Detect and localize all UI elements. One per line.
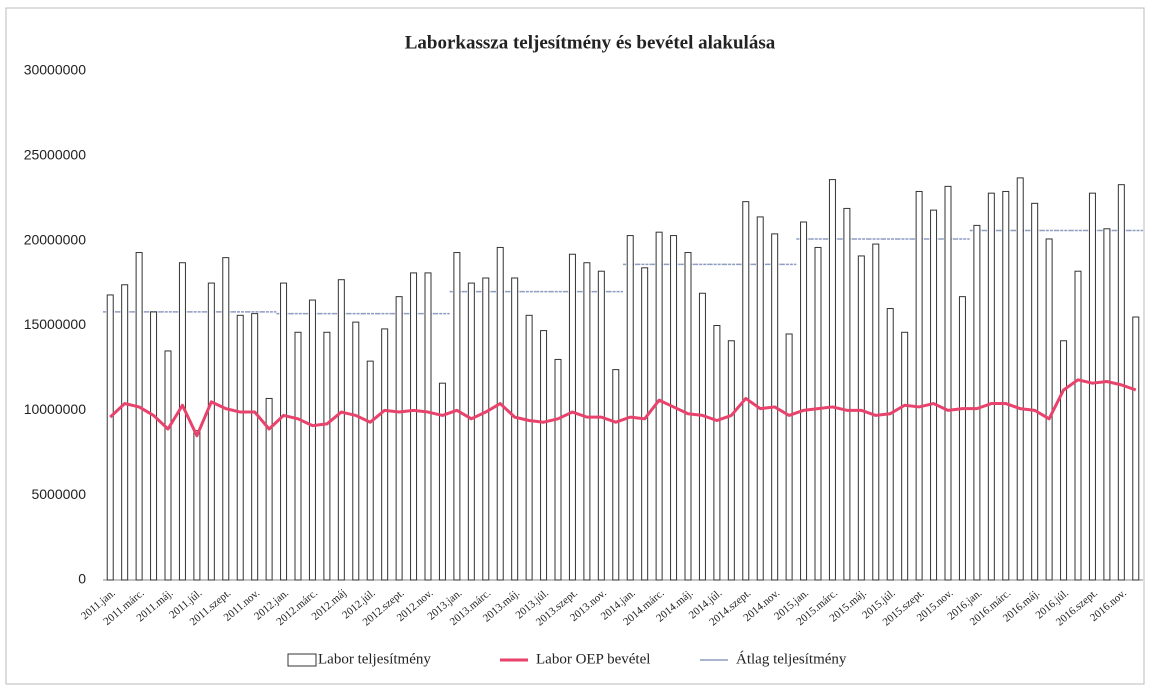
y-tick-label: 15000000 bbox=[24, 316, 87, 332]
line bbox=[109, 378, 1137, 438]
y-tick-label: 5000000 bbox=[31, 486, 86, 502]
bar bbox=[525, 314, 533, 581]
bar bbox=[857, 255, 865, 581]
bar bbox=[352, 321, 360, 581]
y-tick-label: 20000000 bbox=[24, 231, 87, 247]
bar bbox=[1117, 184, 1125, 581]
bar bbox=[1074, 270, 1082, 581]
bar bbox=[973, 224, 981, 581]
bar bbox=[222, 257, 230, 581]
bar bbox=[1002, 190, 1010, 581]
bar bbox=[814, 246, 822, 581]
chart-title: Laborkassza teljesítmény és bevétel alak… bbox=[405, 32, 776, 53]
bar bbox=[467, 282, 475, 581]
bar bbox=[294, 331, 302, 581]
bar bbox=[1088, 192, 1096, 581]
bar bbox=[308, 299, 316, 581]
chart-border bbox=[5, 7, 1145, 685]
bar bbox=[193, 430, 201, 581]
bar bbox=[1060, 340, 1068, 581]
bar bbox=[207, 282, 215, 581]
legend-label: Labor OEP bevétel bbox=[536, 651, 650, 667]
bar bbox=[265, 397, 273, 581]
legend-label: Átlag teljesítmény bbox=[736, 650, 847, 667]
bar bbox=[323, 331, 331, 581]
bar bbox=[583, 262, 591, 581]
bar bbox=[886, 308, 894, 581]
bar bbox=[727, 340, 735, 581]
bar bbox=[540, 330, 548, 581]
bar bbox=[554, 358, 562, 581]
bar bbox=[337, 279, 345, 581]
bar bbox=[684, 252, 692, 581]
legend-swatch bbox=[287, 653, 317, 667]
bar bbox=[944, 185, 952, 581]
bar bbox=[1132, 316, 1140, 581]
bar bbox=[1016, 177, 1024, 581]
bar bbox=[236, 314, 244, 581]
bar bbox=[612, 369, 620, 581]
bar bbox=[438, 382, 446, 581]
bar bbox=[1103, 228, 1111, 581]
bar bbox=[756, 216, 764, 581]
bar bbox=[915, 190, 923, 581]
bar bbox=[135, 252, 143, 581]
bar bbox=[901, 331, 909, 581]
bar bbox=[251, 313, 259, 581]
bar bbox=[713, 325, 721, 581]
bar bbox=[1045, 238, 1053, 581]
y-tick-label: 10000000 bbox=[24, 401, 87, 417]
bar bbox=[641, 267, 649, 581]
y-tick-label: 25000000 bbox=[24, 147, 87, 163]
bar bbox=[597, 270, 605, 581]
bar bbox=[742, 201, 750, 581]
bar bbox=[121, 284, 129, 581]
bar bbox=[655, 231, 663, 581]
bar bbox=[828, 179, 836, 581]
bar bbox=[482, 277, 490, 581]
legend-label: Labor teljesítmény bbox=[318, 651, 431, 667]
bar bbox=[987, 192, 995, 581]
bar bbox=[395, 296, 403, 581]
bar bbox=[1031, 202, 1039, 581]
bar bbox=[106, 294, 114, 581]
bar bbox=[164, 350, 172, 581]
bar bbox=[496, 246, 504, 581]
bar bbox=[410, 272, 418, 581]
y-tick-label: 30000000 bbox=[24, 62, 87, 78]
bar bbox=[698, 292, 706, 581]
bar bbox=[280, 282, 288, 581]
bar bbox=[958, 296, 966, 581]
bar bbox=[843, 207, 851, 581]
bar bbox=[381, 328, 389, 581]
bar bbox=[800, 221, 808, 581]
bar bbox=[626, 235, 634, 581]
bar bbox=[872, 243, 880, 581]
y-tick-label: 0 bbox=[78, 571, 86, 587]
bar bbox=[511, 277, 519, 581]
bar bbox=[366, 360, 374, 581]
bar bbox=[150, 311, 158, 581]
bar bbox=[424, 272, 432, 581]
bar bbox=[785, 333, 793, 581]
bar bbox=[178, 262, 186, 581]
bar bbox=[568, 253, 576, 581]
bar bbox=[453, 252, 461, 581]
bar bbox=[930, 209, 938, 581]
